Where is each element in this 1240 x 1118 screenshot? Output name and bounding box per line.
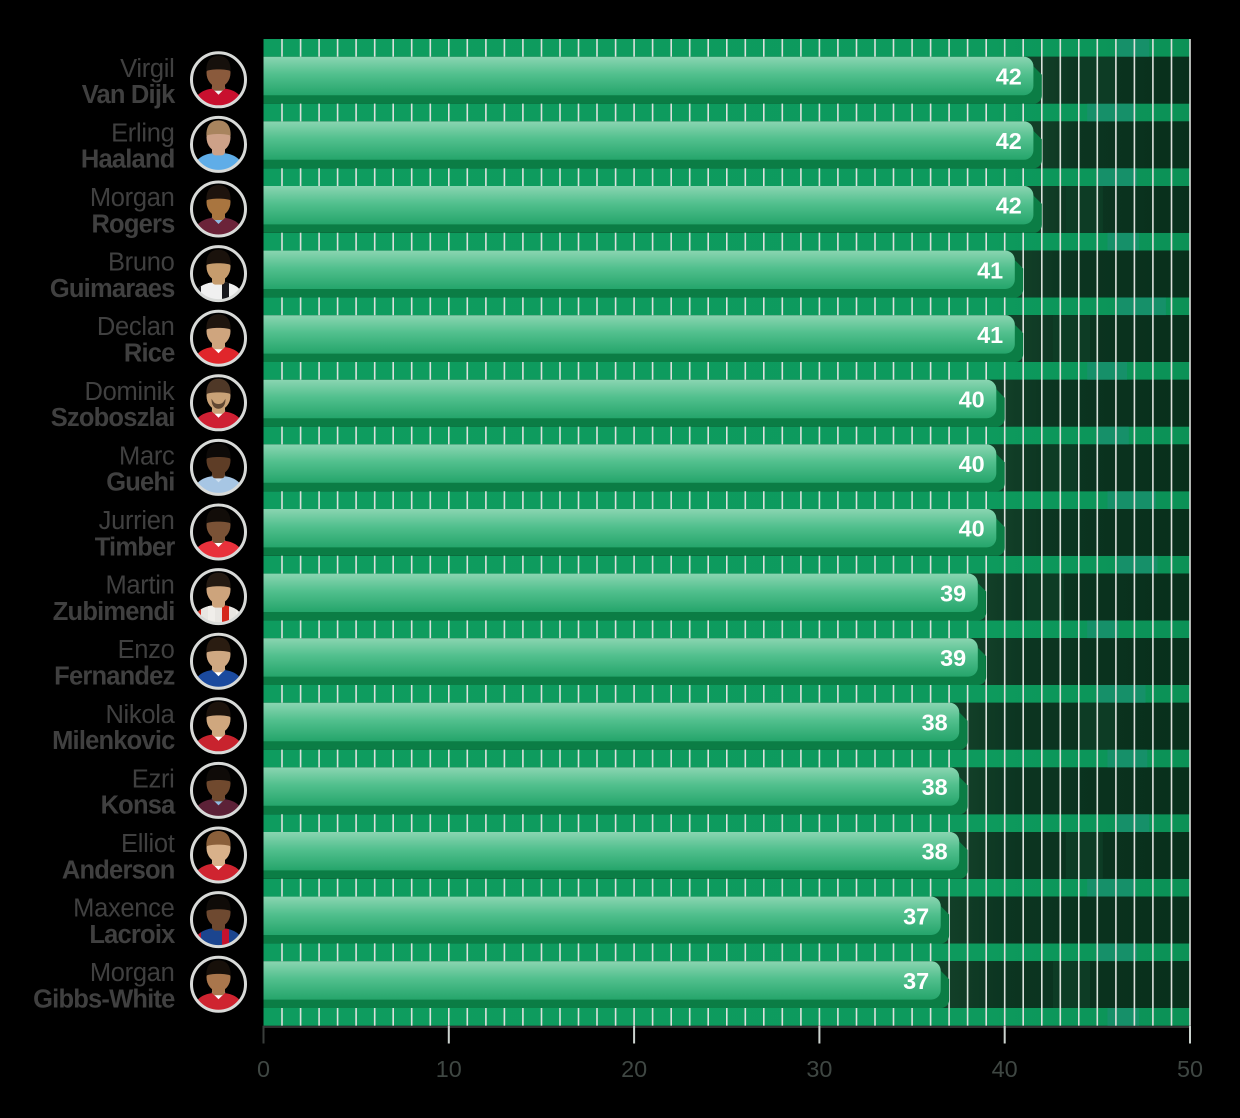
svg-text:42: 42 [996, 193, 1022, 219]
svg-text:30: 30 [806, 1056, 832, 1082]
svg-text:Morgan: Morgan [90, 959, 175, 987]
svg-text:40: 40 [992, 1056, 1018, 1082]
svg-text:Haaland: Haaland [81, 146, 175, 174]
svg-text:Rogers: Rogers [91, 210, 175, 238]
svg-text:39: 39 [940, 580, 966, 606]
svg-text:Anderson: Anderson [62, 856, 175, 884]
svg-text:42: 42 [996, 64, 1022, 90]
svg-text:Ezri: Ezri [132, 765, 175, 793]
svg-text:41: 41 [977, 257, 1003, 283]
svg-text:41: 41 [977, 322, 1003, 348]
svg-text:Rice: Rice [124, 340, 175, 368]
svg-text:39: 39 [940, 645, 966, 671]
svg-text:Enzo: Enzo [118, 636, 175, 664]
svg-text:38: 38 [922, 774, 948, 800]
svg-text:38: 38 [922, 710, 948, 736]
svg-text:50: 50 [1177, 1056, 1203, 1082]
svg-text:0: 0 [257, 1056, 270, 1082]
svg-text:Martin: Martin [105, 572, 174, 600]
svg-text:Declan: Declan [97, 313, 175, 341]
svg-text:10: 10 [436, 1056, 462, 1082]
svg-text:Zubimendi: Zubimendi [53, 598, 175, 626]
svg-text:42: 42 [996, 128, 1022, 154]
svg-text:Maxence: Maxence [73, 895, 174, 923]
svg-text:Van Dijk: Van Dijk [82, 81, 176, 109]
svg-text:Virgil: Virgil [120, 55, 174, 83]
svg-text:40: 40 [959, 516, 985, 542]
svg-text:37: 37 [903, 968, 929, 994]
svg-text:40: 40 [959, 451, 985, 477]
svg-text:Gibbs-White: Gibbs-White [33, 986, 175, 1014]
svg-text:40: 40 [959, 387, 985, 413]
svg-text:Bruno: Bruno [108, 249, 175, 277]
svg-text:Milenkovic: Milenkovic [52, 727, 175, 755]
svg-text:Guimaraes: Guimaraes [50, 275, 175, 303]
svg-text:Timber: Timber [95, 533, 176, 561]
svg-text:38: 38 [922, 839, 948, 865]
svg-text:Dominik: Dominik [84, 378, 175, 406]
svg-text:Lacroix: Lacroix [89, 921, 175, 949]
svg-text:Jurrien: Jurrien [99, 507, 175, 535]
svg-text:Marc: Marc [119, 442, 175, 470]
svg-text:20: 20 [621, 1056, 647, 1082]
svg-text:Szoboszlai: Szoboszlai [51, 404, 175, 432]
svg-text:Fernandez: Fernandez [54, 663, 174, 691]
svg-text:Konsa: Konsa [101, 792, 177, 820]
svg-text:Nikola: Nikola [105, 701, 175, 729]
svg-text:Elliot: Elliot [121, 830, 175, 858]
svg-text:Morgan: Morgan [90, 184, 175, 212]
svg-text:Erling: Erling [111, 119, 174, 147]
svg-text:37: 37 [903, 903, 929, 929]
svg-text:Guehi: Guehi [106, 469, 174, 497]
